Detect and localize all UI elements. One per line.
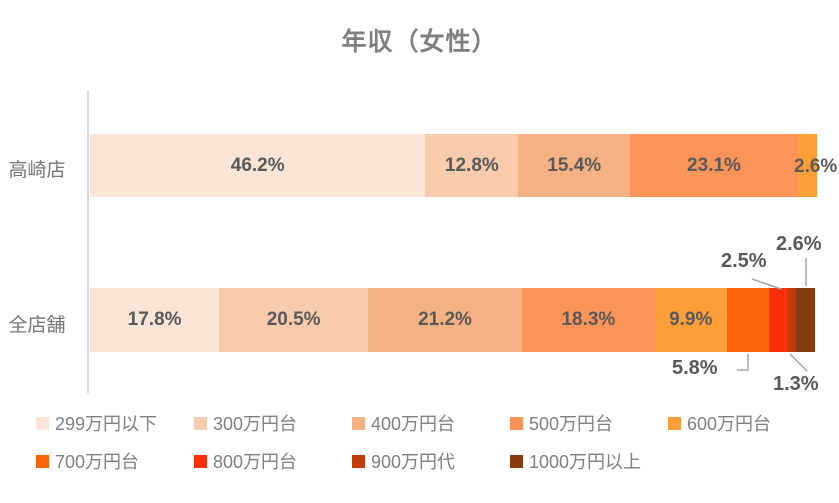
legend-label: 600万円台 — [687, 414, 772, 434]
segment-value-label: 23.1% — [687, 154, 741, 176]
segment-value-label: 46.2% — [230, 154, 285, 176]
segment-value-label: 20.5% — [266, 309, 321, 330]
legend-label: 800万円台 — [213, 452, 298, 472]
category-label-takasaki: 高崎店 — [8, 160, 66, 181]
legend-label: 400万円台 — [371, 414, 456, 434]
legend-swatch — [36, 416, 49, 430]
segment-500万円台: 18.3% — [521, 288, 655, 352]
segment-value-label: 21.2% — [418, 309, 472, 330]
segment-900万円代 — [786, 288, 797, 352]
legend-swatch — [510, 454, 523, 468]
legend-item-400万円台: 400万円台 — [352, 411, 510, 435]
legend-swatch — [194, 416, 207, 430]
callout-zentenpo-1000man: 2.6% — [776, 233, 822, 255]
segment-400万円台: 15.4% — [518, 134, 631, 197]
legend-item-600万円台: 600万円台 — [668, 411, 826, 435]
segment-value-label: 12.8% — [444, 154, 499, 176]
callout-zentenpo-700man: 5.8% — [672, 357, 718, 379]
segment-600万円台: 9.9% — [654, 288, 727, 352]
callout-zentenpo-900man: 1.3% — [773, 373, 819, 395]
leader-line-700man — [737, 354, 749, 371]
segment-300万円台: 12.8% — [425, 134, 519, 197]
segment-value-label: 15.4% — [547, 154, 602, 176]
legend-item-1000万円以上: 1000万円以上 — [510, 449, 668, 473]
legend-swatch — [194, 454, 207, 468]
segment-299万円以下: 46.2% — [90, 134, 426, 197]
legend-label: 900万円代 — [371, 452, 456, 472]
segment-400万円台: 21.2% — [368, 288, 522, 352]
category-label-zentenpo: 全店舗 — [8, 315, 66, 336]
segment-500万円台: 23.1% — [630, 134, 798, 197]
segment-value-label: 9.9% — [669, 309, 713, 330]
legend-label: 300万円台 — [213, 414, 298, 434]
legend-label: 500万円台 — [529, 414, 614, 434]
legend-item-300万円台: 300万円台 — [194, 411, 352, 435]
legend-label: 1000万円以上 — [529, 452, 642, 472]
legend-item-500万円台: 500万円台 — [510, 411, 668, 435]
segment-600万円台 — [797, 134, 817, 197]
legend-swatch — [510, 416, 523, 430]
legend-swatch — [352, 454, 365, 468]
legend-item-700万円台: 700万円台 — [36, 449, 194, 473]
segment-299万円以下: 17.8% — [90, 288, 220, 352]
legend-item-299万円以下: 299万円以下 — [36, 411, 194, 435]
legend-label: 700万円台 — [55, 452, 140, 472]
segment-1000万円以上 — [796, 288, 816, 352]
bar-zentenpo: 17.8% 20.5% 21.2% 18.3% 9.9% — [90, 288, 816, 352]
segment-700万円台 — [726, 288, 769, 352]
segment-value-label: 18.3% — [561, 309, 616, 330]
category-axis-line — [87, 90, 89, 393]
legend-item-900万円代: 900万円代 — [352, 449, 510, 473]
chart-title: 年収（女性） — [341, 28, 498, 56]
legend-swatch — [352, 416, 365, 430]
segment-value-label: 17.8% — [127, 309, 182, 330]
legend-label: 299万円以下 — [55, 414, 158, 434]
segment-300万円台: 20.5% — [219, 288, 369, 352]
leader-line-900man — [789, 353, 808, 372]
callout-takasaki-600man: 2.6% — [794, 156, 838, 177]
legend-swatch — [36, 454, 49, 468]
legend-swatch — [668, 416, 681, 430]
segment-800万円台 — [768, 288, 787, 352]
legend: 299万円以下 300万円台 400万円台 500万円台 600万円台 700万円台 800… — [36, 411, 826, 473]
legend-item-800万円台: 800万円台 — [194, 449, 352, 473]
bar-takasaki: 46.2% 12.8% 15.4% 23.1% — [90, 134, 817, 197]
callout-zentenpo-800man: 2.5% — [721, 250, 767, 272]
